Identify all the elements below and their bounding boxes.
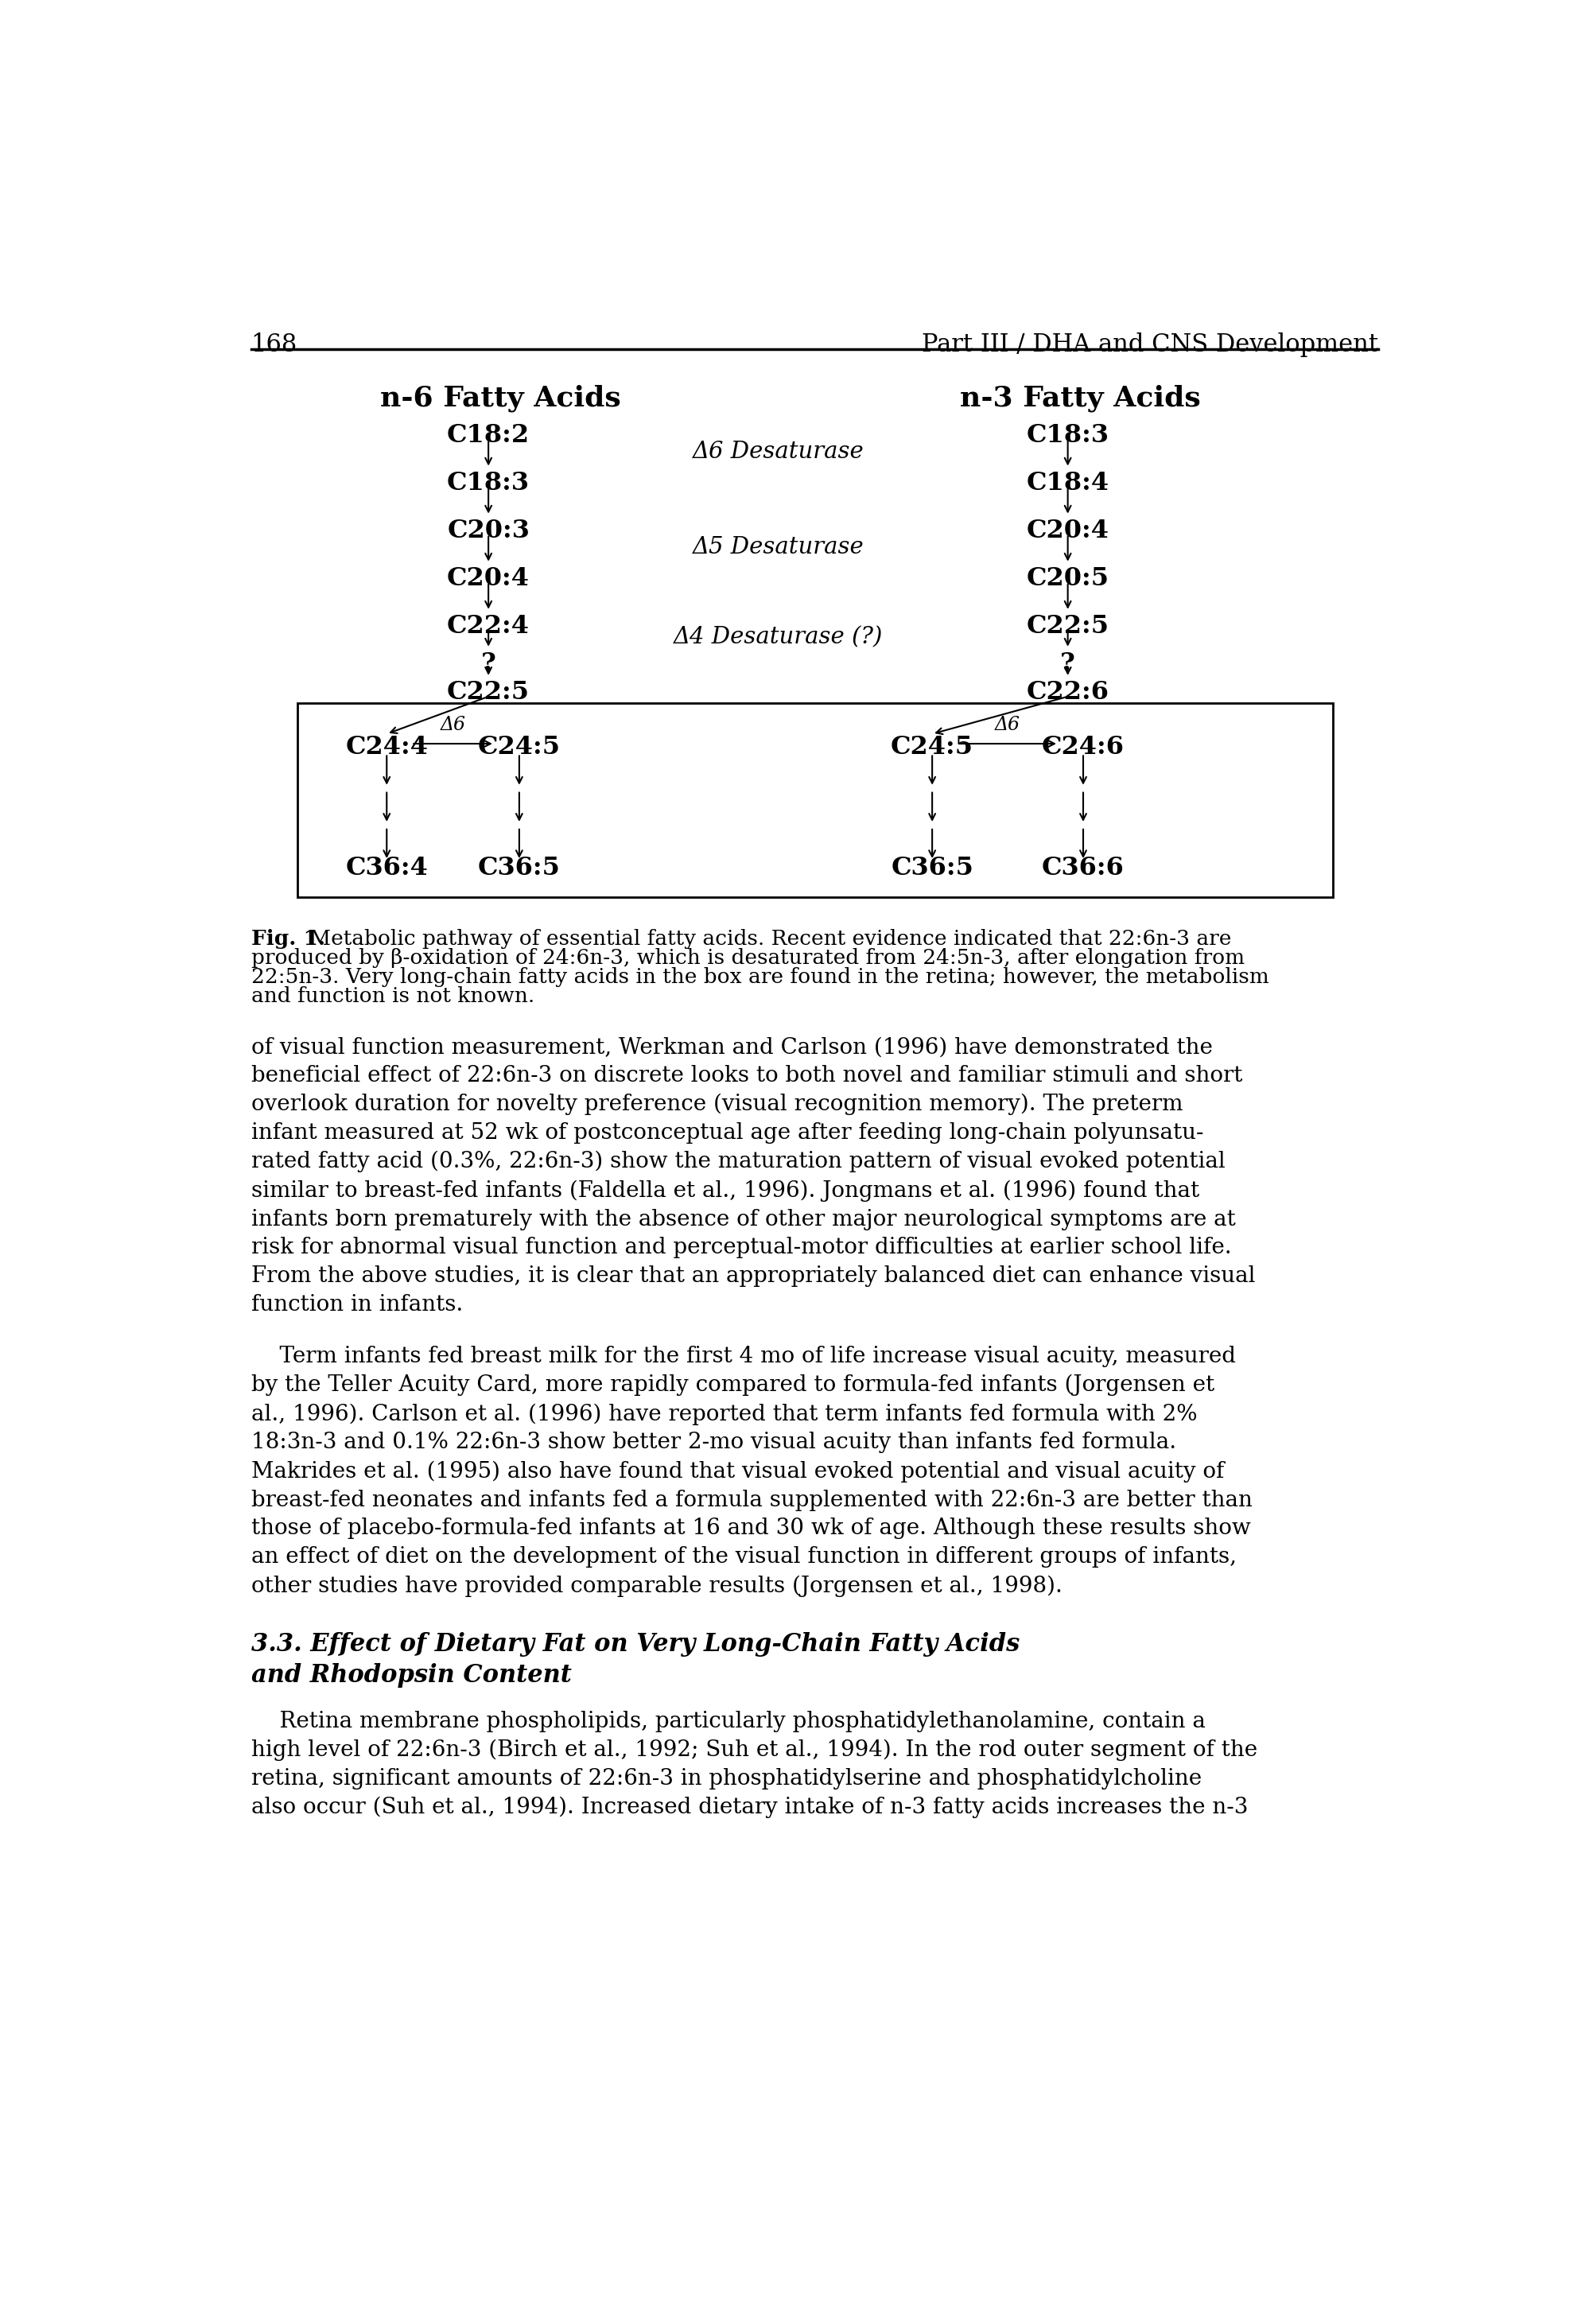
- Text: C24:5: C24:5: [478, 734, 561, 760]
- Text: 3.3. Effect of Dietary Fat on Very Long-Chain Fatty Acids
and Rhodopsin Content: 3.3. Effect of Dietary Fat on Very Long-…: [251, 1631, 1019, 1687]
- Text: Δ6: Δ6: [440, 716, 466, 734]
- Text: C20:5: C20:5: [1026, 567, 1109, 590]
- Text: C18:3: C18:3: [447, 469, 529, 495]
- Text: Fig. 1.: Fig. 1.: [251, 930, 324, 948]
- Text: ?: ?: [1060, 651, 1074, 676]
- Bar: [297, 704, 1332, 897]
- Text: C24:4: C24:4: [345, 734, 427, 760]
- Text: ?: ?: [480, 651, 496, 676]
- Text: n-6 Fatty Acids: n-6 Fatty Acids: [380, 383, 621, 411]
- Text: Δ6: Δ6: [995, 716, 1020, 734]
- Text: C20:3: C20:3: [447, 518, 529, 544]
- Text: C36:6: C36:6: [1041, 855, 1123, 881]
- Text: and function is not known.: and function is not known.: [251, 985, 534, 1006]
- Text: C20:4: C20:4: [447, 567, 529, 590]
- Text: 22:5n-3. Very long-chain fatty acids in the box are found in the retina; however: 22:5n-3. Very long-chain fatty acids in …: [251, 967, 1268, 988]
- Text: Term infants fed breast milk for the first 4 mo of life increase visual acuity, : Term infants fed breast milk for the fir…: [251, 1346, 1252, 1597]
- Text: Δ4 Desaturase (?): Δ4 Desaturase (?): [674, 625, 882, 648]
- Text: 168: 168: [251, 332, 297, 358]
- Text: C24:5: C24:5: [890, 734, 972, 760]
- Text: Metabolic pathway of essential fatty acids. Recent evidence indicated that 22:6n: Metabolic pathway of essential fatty aci…: [310, 930, 1231, 948]
- Text: C22:5: C22:5: [1026, 614, 1109, 639]
- Text: of visual function measurement, Werkman and Carlson (1996) have demonstrated the: of visual function measurement, Werkman …: [251, 1037, 1255, 1315]
- Text: Δ5 Desaturase: Δ5 Desaturase: [691, 537, 863, 558]
- Text: C24:6: C24:6: [1041, 734, 1123, 760]
- Text: C36:4: C36:4: [345, 855, 427, 881]
- Text: produced by β-oxidation of 24:6n-3, which is desaturated from 24:5n-3, after elo: produced by β-oxidation of 24:6n-3, whic…: [251, 948, 1244, 969]
- Text: C22:4: C22:4: [447, 614, 529, 639]
- Text: C22:5: C22:5: [447, 681, 529, 704]
- Text: n-3 Fatty Acids: n-3 Fatty Acids: [960, 383, 1200, 411]
- Text: C22:6: C22:6: [1026, 681, 1109, 704]
- Text: C20:4: C20:4: [1026, 518, 1109, 544]
- Text: Retina membrane phospholipids, particularly phosphatidylethanolamine, contain a
: Retina membrane phospholipids, particula…: [251, 1710, 1257, 1817]
- Text: Part III / DHA and CNS Development: Part III / DHA and CNS Development: [922, 332, 1378, 358]
- Text: C18:3: C18:3: [1026, 423, 1109, 449]
- Text: C18:4: C18:4: [1026, 469, 1109, 495]
- Text: C36:5: C36:5: [478, 855, 561, 881]
- Text: C36:5: C36:5: [890, 855, 972, 881]
- Text: Δ6 Desaturase: Δ6 Desaturase: [691, 442, 863, 462]
- Text: C18:2: C18:2: [447, 423, 529, 449]
